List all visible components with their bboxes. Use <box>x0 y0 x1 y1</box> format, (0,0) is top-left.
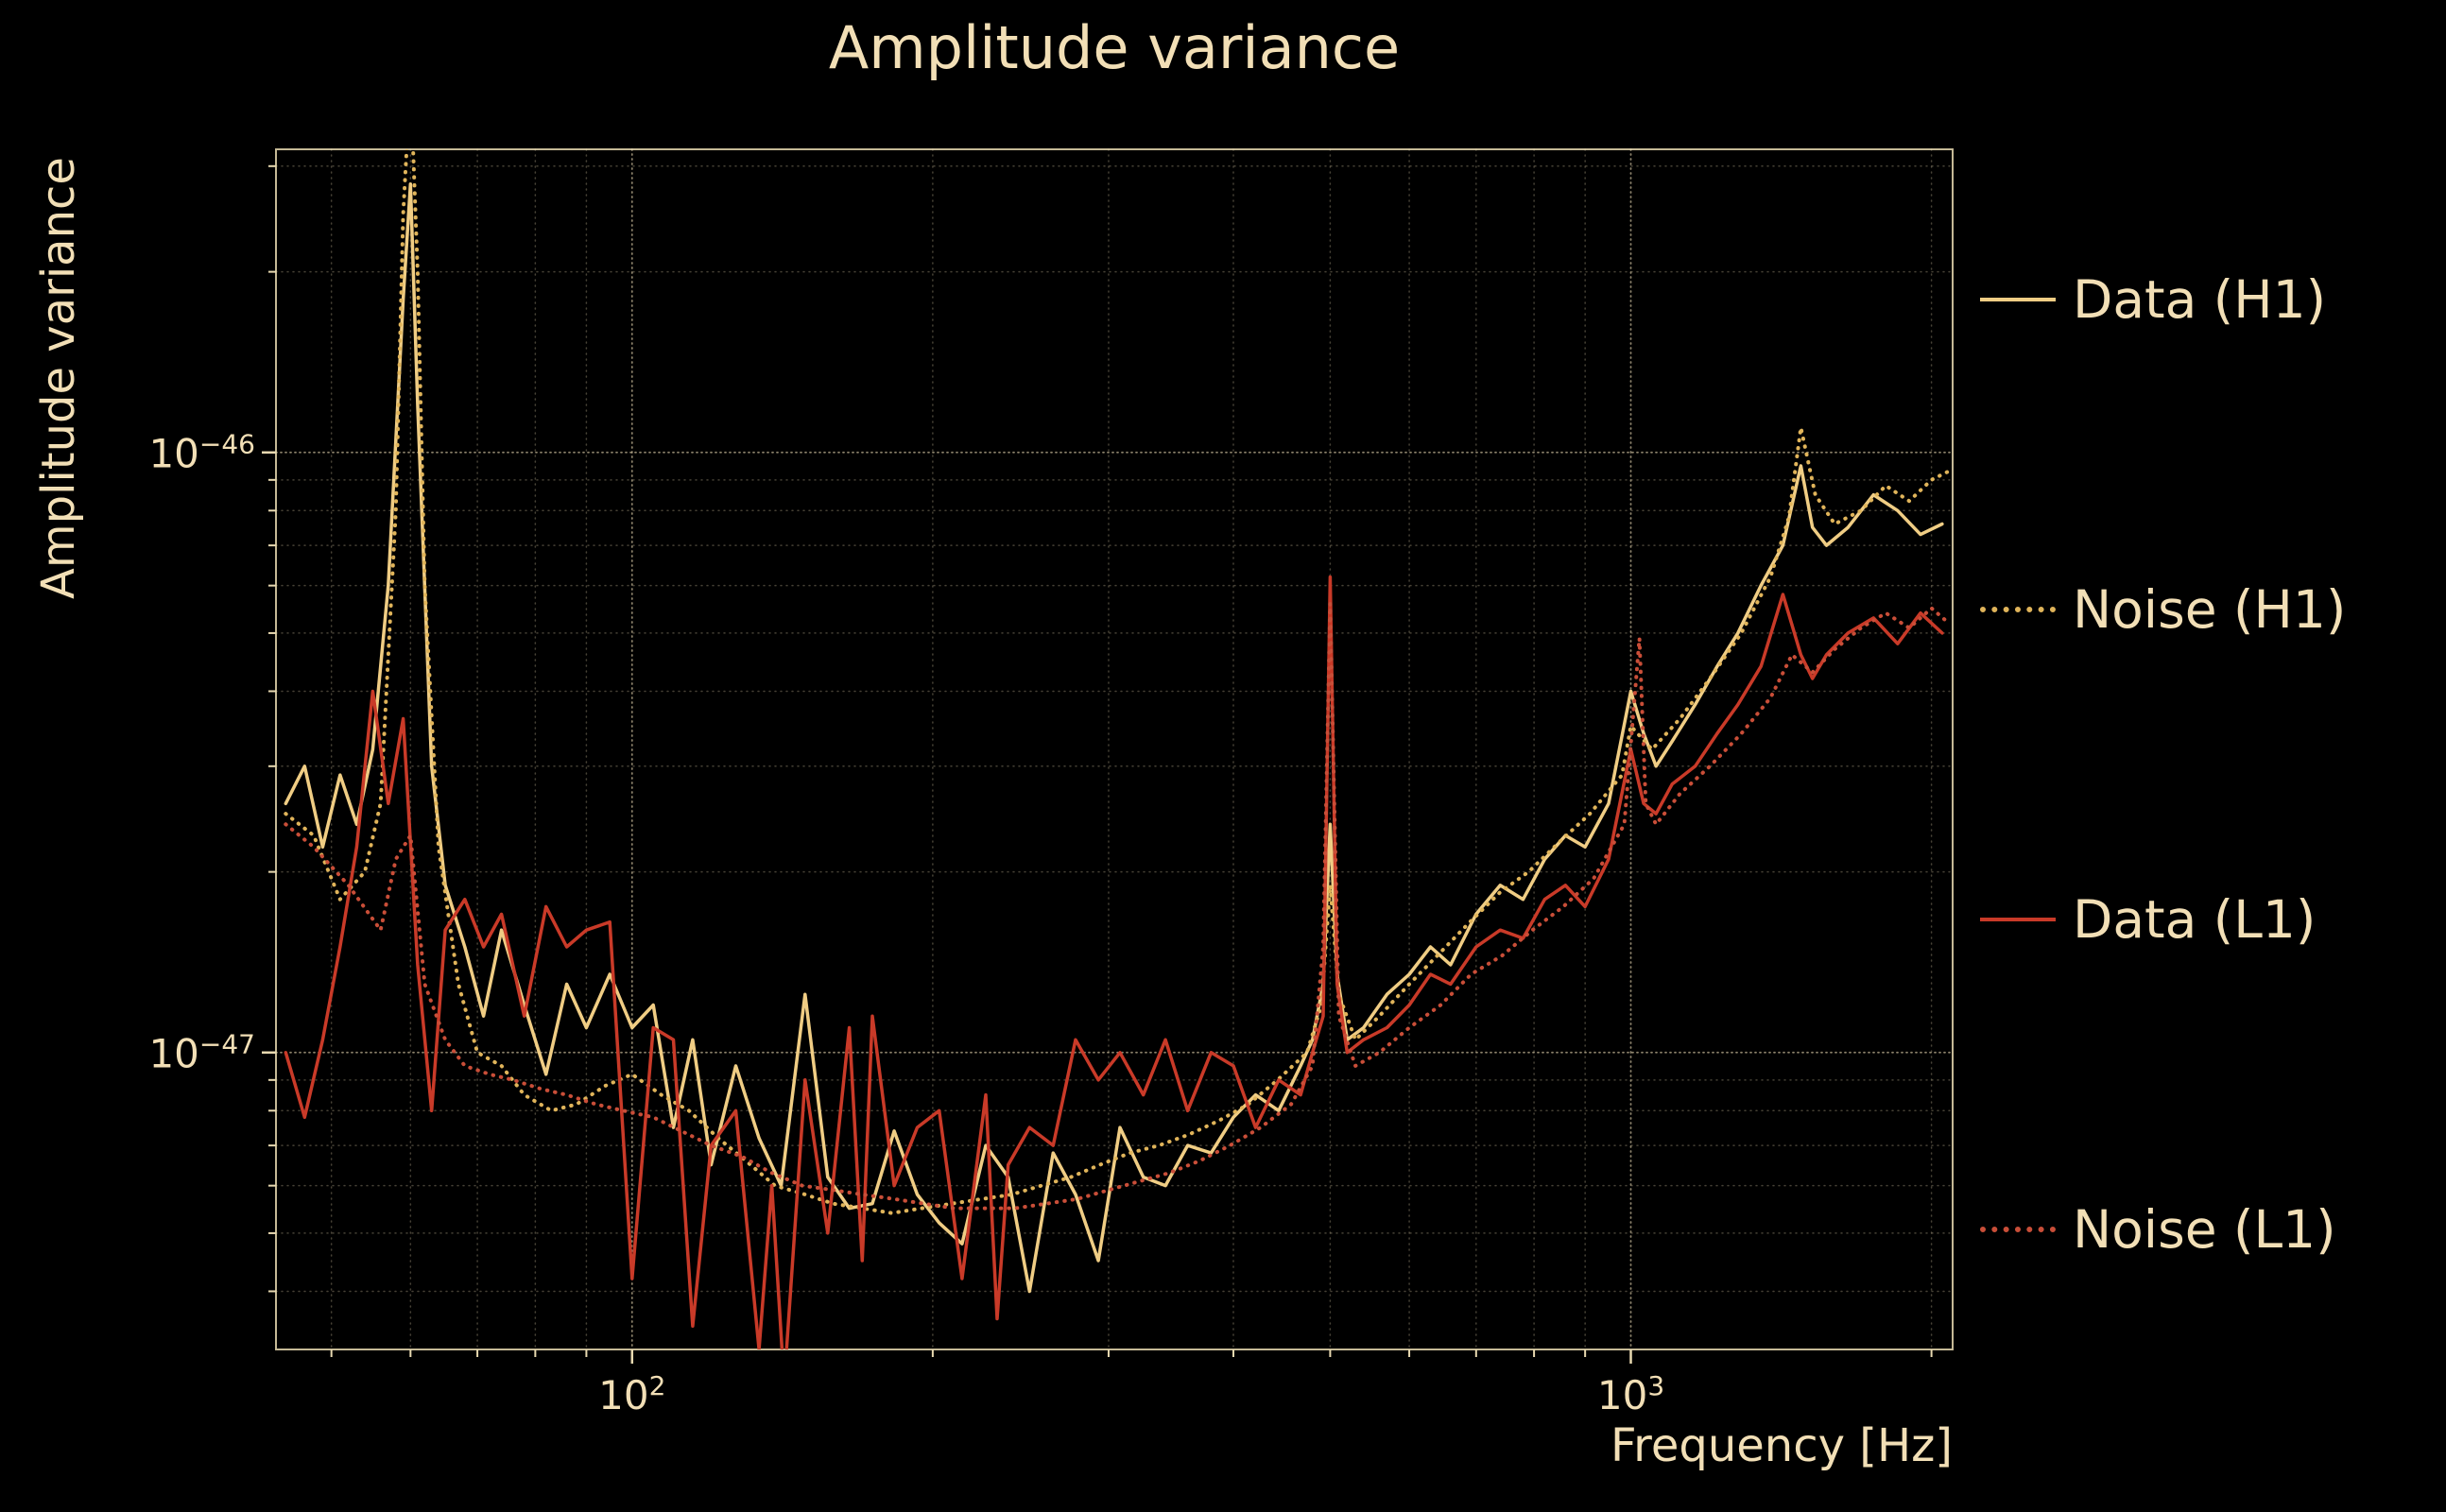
x-tick-label: 103 <box>1596 1370 1665 1418</box>
legend-item-data-l1: Data (L1) <box>1980 886 2346 953</box>
x-tick-label: 102 <box>598 1370 666 1418</box>
series-line-data_l1 <box>284 575 1944 1349</box>
series-line-data_h1 <box>284 182 1944 1294</box>
legend: Data (H1) Noise (H1) Data (L1) Noise (L1… <box>1980 266 2346 1263</box>
series-line-noise_l1 <box>284 601 1951 1211</box>
legend-item-noise-h1: Noise (H1) <box>1980 576 2346 643</box>
x-axis-label: Frequency [Hz] <box>1611 1419 1953 1472</box>
y-tick-label: 10−46 <box>148 428 255 477</box>
gridlines <box>275 148 1954 1350</box>
legend-label: Noise (L1) <box>2073 1199 2336 1260</box>
chart-title: Amplitude variance <box>828 13 1401 82</box>
y-tick-label: 10−47 <box>148 1028 255 1077</box>
legend-line-sample-solid <box>1980 918 2056 921</box>
legend-label: Data (H1) <box>2073 269 2327 330</box>
legend-item-data-h1: Data (H1) <box>1980 266 2346 333</box>
series-group <box>284 149 1951 1349</box>
legend-item-noise-l1: Noise (L1) <box>1980 1196 2346 1263</box>
plot-frame <box>275 148 1954 1350</box>
tick-marks <box>262 164 1933 1364</box>
legend-line-sample-dotted <box>1980 607 2056 612</box>
legend-label: Noise (H1) <box>2073 579 2347 640</box>
legend-line-sample-solid <box>1980 298 2056 301</box>
series-line-noise_h1 <box>284 149 1951 1215</box>
legend-line-sample-dotted <box>1980 1227 2056 1232</box>
legend-label: Data (L1) <box>2073 889 2317 950</box>
